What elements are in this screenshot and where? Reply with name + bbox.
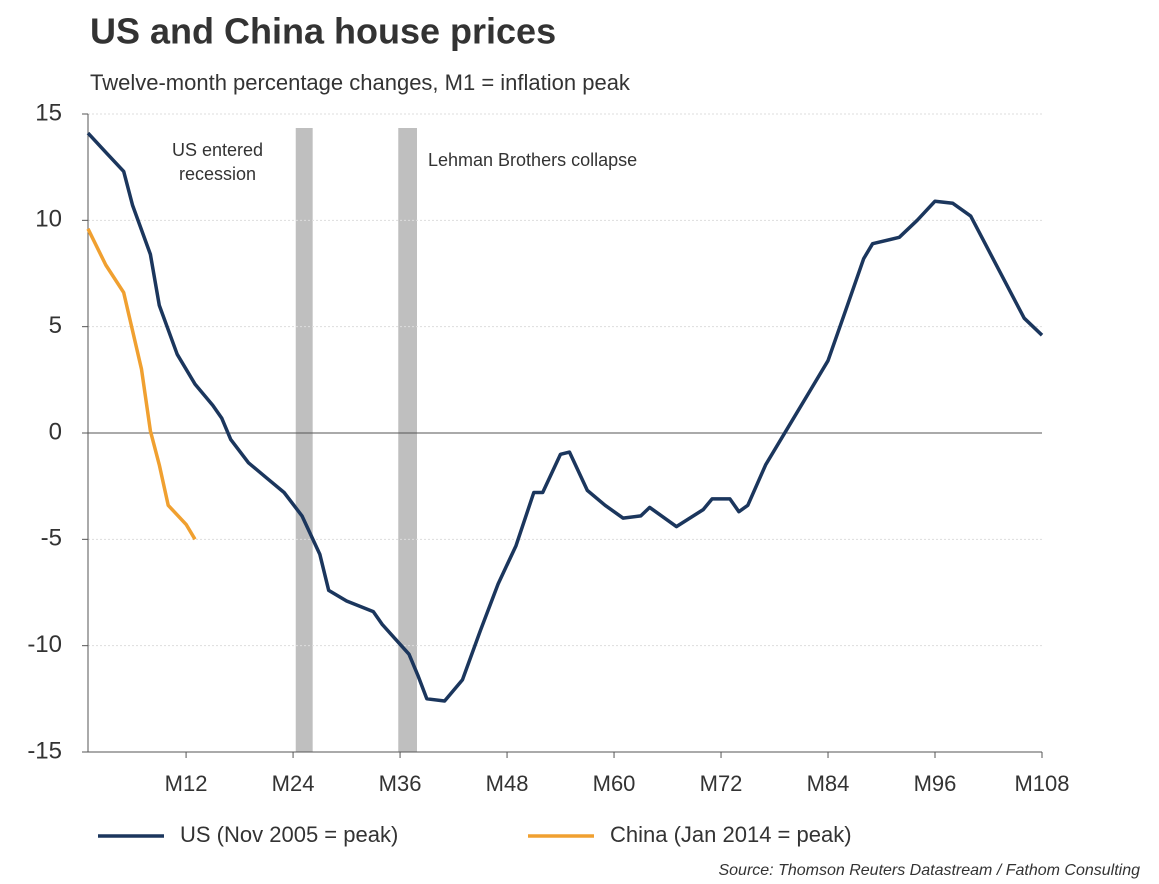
x-tick-label: M96 xyxy=(914,771,957,796)
source-note: Source: Thomson Reuters Datastream / Fat… xyxy=(718,862,1140,879)
annotation: Lehman Brothers collapse xyxy=(428,150,638,170)
shaded-period xyxy=(295,128,313,752)
chart-title: US and China house prices xyxy=(90,11,556,52)
y-tick-label: -5 xyxy=(41,525,62,552)
x-tick-label: M60 xyxy=(593,771,636,796)
chart-subtitle: Twelve-month percentage changes, M1 = in… xyxy=(90,70,631,95)
series-line xyxy=(86,131,1044,703)
x-tick-label: M48 xyxy=(486,771,529,796)
y-tick-label: 0 xyxy=(49,418,62,445)
annotation: US entered recession xyxy=(171,140,264,184)
x-tick-label: M24 xyxy=(272,771,315,796)
x-tick-label: M36 xyxy=(379,771,422,796)
x-tick-label: M108 xyxy=(1014,771,1069,796)
x-tick-label: M72 xyxy=(700,771,743,796)
y-tick-label: -10 xyxy=(27,631,62,658)
y-tick-label: 5 xyxy=(49,312,62,339)
series-line xyxy=(86,228,197,541)
x-tick-label: M12 xyxy=(165,771,208,796)
x-tick-label: M84 xyxy=(807,771,850,796)
legend-label: China (Jan 2014 = peak) xyxy=(610,822,852,847)
y-tick-label: 15 xyxy=(35,99,62,126)
shaded-period xyxy=(398,128,417,752)
legend-label: US (Nov 2005 = peak) xyxy=(180,822,398,847)
y-tick-label: 10 xyxy=(35,206,62,233)
y-tick-label: -15 xyxy=(27,737,62,764)
